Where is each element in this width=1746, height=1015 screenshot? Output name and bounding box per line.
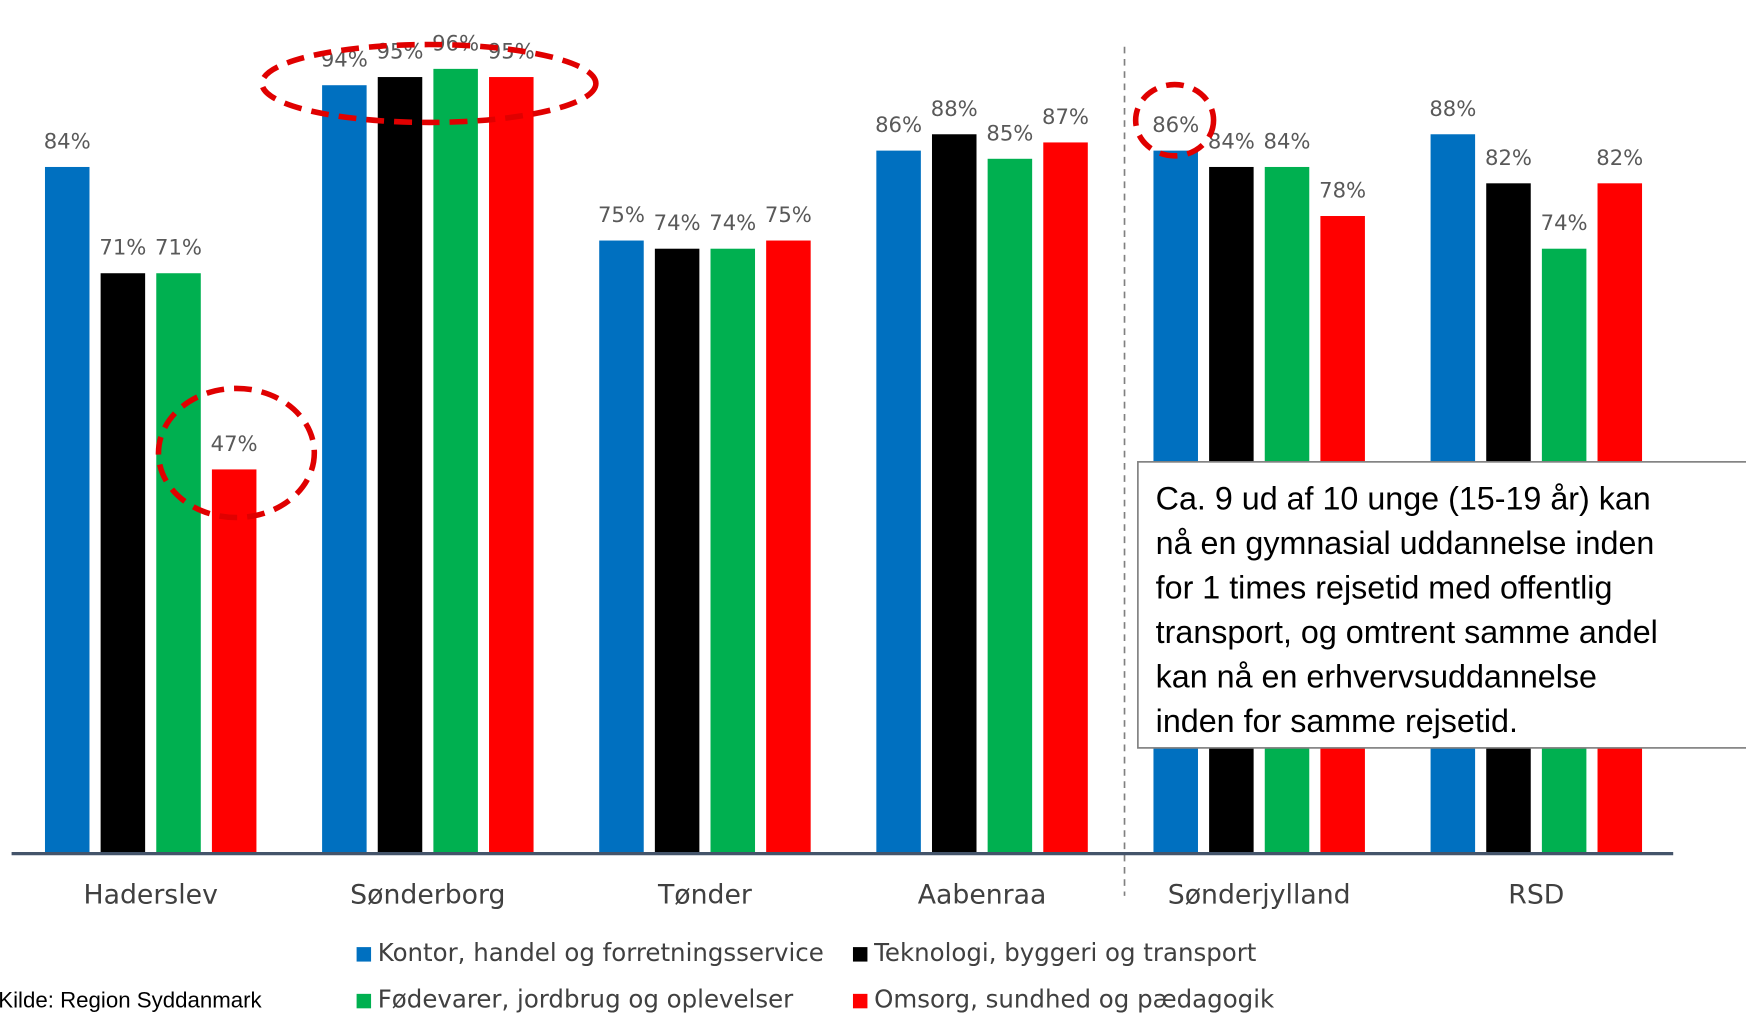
legend-label: Kontor, handel og forretningsservice (378, 938, 824, 967)
x-tick-label: Sønderjylland (1168, 879, 1351, 910)
bar (599, 240, 644, 854)
annotation-line: nå en gymnasial uddannelse inden (1156, 525, 1655, 561)
legend-label: Fødevarer, jordbrug og oplevelser (378, 985, 794, 1014)
value-label: 78% (1319, 178, 1366, 203)
annotation-line: for 1 times rejsetid med offentlig (1156, 569, 1613, 605)
source: Kilde: Region Syddanmark (0, 988, 263, 1013)
x-tick-label: Tønder (657, 879, 752, 910)
value-label: 84% (44, 128, 91, 153)
value-label: 84% (1264, 128, 1311, 153)
value-label: 87% (1042, 104, 1089, 129)
bar (710, 248, 756, 854)
bar (876, 150, 921, 854)
bar (654, 248, 700, 854)
highlight-ellipse (1132, 81, 1217, 159)
x-tick-label: Aabenraa (918, 879, 1047, 910)
bar (44, 166, 90, 854)
legend-swatch (356, 993, 372, 1009)
value-label: 74% (709, 210, 756, 235)
value-label: 88% (931, 96, 978, 121)
annotation-line: kan nå en erhvervsuddannelse (1156, 658, 1597, 694)
value-label: 71% (99, 235, 146, 260)
annotation-box (1137, 461, 1746, 749)
bar (211, 469, 257, 854)
value-label: 82% (1485, 145, 1532, 170)
bar (489, 77, 534, 854)
annotation-line: transport, og omtrent samme andel (1156, 614, 1658, 650)
x-tick-label: RSD (1508, 879, 1564, 910)
bar (433, 68, 478, 854)
bar (987, 158, 1033, 854)
value-label: 86% (1152, 112, 1199, 137)
annotation-line: inden for samme rejsetid. (1156, 703, 1518, 739)
value-label: 75% (765, 202, 812, 227)
value-label: 82% (1596, 145, 1643, 170)
x-tick-label: Sønderborg (350, 879, 505, 910)
x-tick-label: Haderslev (84, 879, 218, 910)
bar (100, 273, 146, 854)
annotation-line: Ca. 9 ud af 10 unge (15-19 år) kan (1156, 480, 1651, 516)
legend-label: Omsorg, sundhed og pædagogik (874, 985, 1275, 1014)
value-label: 71% (155, 235, 202, 260)
value-label: 86% (875, 112, 922, 137)
value-label: 84% (1208, 128, 1255, 153)
bar (322, 85, 367, 854)
highlight-ellipse (259, 41, 599, 126)
value-label: 85% (986, 120, 1033, 145)
legend-label: Teknologi, byggeri og transport (873, 938, 1257, 967)
bar (766, 240, 811, 854)
highlight-ellipse (155, 385, 318, 521)
legend-swatch (356, 947, 372, 962)
value-label: 74% (1541, 210, 1588, 235)
bar (156, 273, 201, 854)
legend-swatch (852, 993, 868, 1009)
bar (931, 134, 977, 854)
value-label: 47% (211, 431, 258, 456)
value-label: 88% (1429, 96, 1476, 121)
value-label: 75% (598, 202, 645, 227)
bar (377, 77, 423, 854)
bar (1043, 142, 1088, 854)
value-label: 95% (377, 39, 424, 64)
value-label: 74% (654, 210, 701, 235)
legend-swatch (852, 947, 868, 962)
